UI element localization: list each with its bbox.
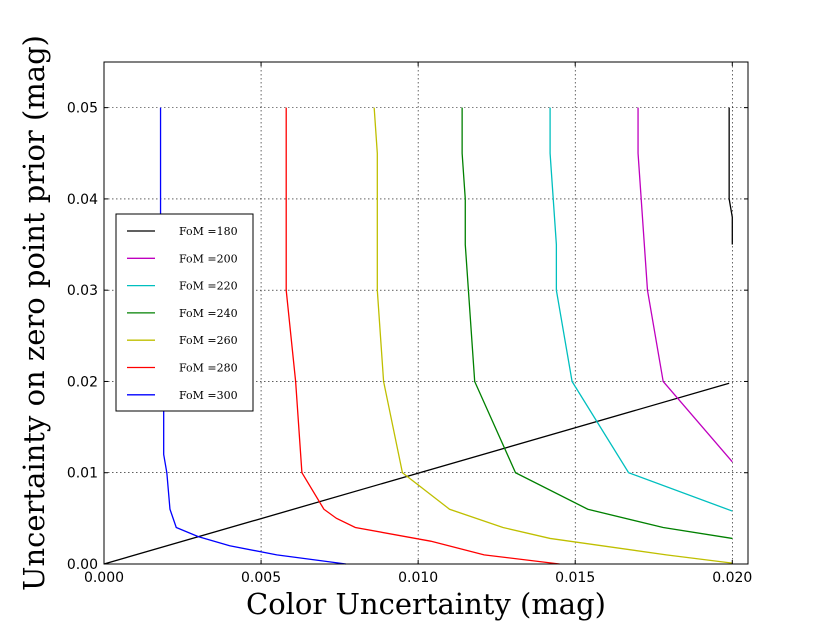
x-tick-label: 0.010 bbox=[398, 570, 438, 586]
y-tick-label: 0.02 bbox=[67, 374, 98, 390]
legend: FoM =180 FoM =200 FoM =220 FoM =240 FoM =260… bbox=[115, 213, 254, 412]
y-axis-title: Uncertainty on zero point prior (mag) bbox=[17, 35, 51, 591]
y-tick-label: 0.04 bbox=[67, 192, 98, 208]
legend-label-fom-280: FoM =280 bbox=[179, 362, 238, 375]
x-tick-label: 0.005 bbox=[241, 570, 281, 586]
series-line-fom-280 bbox=[285, 107, 560, 565]
plot-frame bbox=[103, 61, 749, 565]
diagonal-line bbox=[103, 382, 730, 565]
ticks: 0.000 0.005 0.010 0.015 0.020 0.00 0.01 0.02 0.0… bbox=[67, 62, 752, 586]
series-line-fom-180 bbox=[728, 107, 733, 245]
legend-label-fom-300: FoM =300 bbox=[179, 389, 238, 402]
y-tick-label: 0.00 bbox=[67, 557, 98, 573]
y-tick-label: 0.03 bbox=[67, 283, 98, 299]
legend-label-fom-260: FoM =260 bbox=[179, 334, 238, 347]
x-axis-title: Color Uncertainty (mag) bbox=[246, 587, 606, 621]
y-tick-label: 0.05 bbox=[67, 101, 98, 117]
legend-label-fom-180: FoM =180 bbox=[179, 225, 238, 238]
x-tick-label: 0.000 bbox=[84, 570, 124, 586]
series-line-fom-240 bbox=[461, 107, 733, 540]
x-tick-label: 0.015 bbox=[555, 570, 595, 586]
legend-label-fom-220: FoM =220 bbox=[179, 280, 238, 293]
legend-label-fom-240: FoM =240 bbox=[179, 307, 238, 320]
y-tick-label: 0.01 bbox=[67, 466, 98, 482]
series-line-fom-200 bbox=[637, 107, 733, 463]
series-line-fom-220 bbox=[549, 107, 733, 512]
x-tick-label: 0.020 bbox=[712, 570, 752, 586]
legend-label-fom-200: FoM =200 bbox=[179, 252, 238, 265]
series-line-fom-260 bbox=[373, 107, 733, 564]
